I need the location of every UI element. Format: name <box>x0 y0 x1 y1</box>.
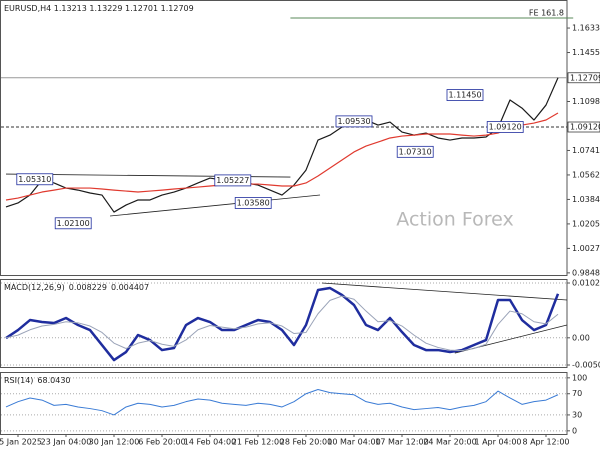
y-tick-label: -0.005081 <box>572 360 600 369</box>
y-tick-label: 1.14550 <box>572 48 600 57</box>
x-tick-label: 30 Jan 12:00 <box>89 438 140 447</box>
y-tick-label: 1.03840 <box>572 195 600 204</box>
x-tick-label: 24 Mar 20:00 <box>423 438 476 447</box>
price-annotation-box <box>234 197 272 209</box>
x-tick-label: 15 Jan 2025 <box>0 438 42 447</box>
x-tick-label: 6 Feb 20:00 <box>138 438 185 447</box>
price-annotation-box <box>214 174 252 187</box>
price-annotation: 1.11450 <box>448 91 481 100</box>
price-annotation: 1.05310 <box>18 175 51 184</box>
y-tick-label: 0.98485 <box>572 268 600 277</box>
trend-line <box>110 194 321 217</box>
panel-header: EURUSD,H4 1.13213 1.13229 1.12701 1.1270… <box>4 4 194 13</box>
panel-frame <box>0 372 568 435</box>
price-annotation-box <box>54 217 92 230</box>
fe-label: FE 161.8 <box>529 8 564 17</box>
price-level-box <box>567 121 600 133</box>
y-tick-label: 30 <box>572 410 582 419</box>
price-level-label: 1.09120 <box>570 123 600 132</box>
price-annotation: 1.02100 <box>57 219 90 228</box>
y-tick-label: 1.02055 <box>572 219 600 228</box>
price-annotation-box <box>486 121 524 133</box>
x-tick-label: 1 Apr 04:00 <box>474 438 521 447</box>
y-tick-label: 1.07410 <box>572 146 600 155</box>
x-tick-label: 8 Apr 12:00 <box>522 438 569 447</box>
y-tick-label: 1.05625 <box>572 170 600 179</box>
panel-header: MACD(12,26,9) 0.008229 0.004407 <box>4 283 149 292</box>
x-tick-label: 23 Jan 04:00 <box>41 438 92 447</box>
panel-header: RSI(14) 68.0430 <box>4 376 71 385</box>
x-tick-label: 17 Mar 12:00 <box>375 438 428 447</box>
price-annotation: 1.05227 <box>216 176 249 185</box>
price-level-label: 1.12709 <box>570 73 600 82</box>
series-line <box>5 112 559 201</box>
x-tick-label: 10 Mar 04:00 <box>327 438 380 447</box>
price-annotation: 1.09120 <box>489 123 522 132</box>
series-line <box>5 388 559 416</box>
price-annotation: 1.07310 <box>399 147 432 156</box>
panel-title: EURUSD,H4 1.13213 1.13229 1.12701 1.1270… <box>4 4 194 13</box>
price-annotation: 1.09530 <box>337 117 370 126</box>
panel-frame <box>0 279 568 368</box>
price-annotation: 1.03580 <box>237 198 270 207</box>
panel-frame <box>0 0 568 276</box>
panel-value: 0.004407 <box>111 283 149 292</box>
y-tick-label: 1.10980 <box>572 97 600 106</box>
trend-line <box>321 282 568 301</box>
y-tick-label: 1.16335 <box>572 24 600 33</box>
series-line <box>5 77 559 213</box>
panel-title: MACD(12,26,9) <box>4 283 65 292</box>
x-tick-label: 21 Feb 12:00 <box>232 438 284 447</box>
y-tick-label: 0.010242 <box>572 279 600 288</box>
price-level-box <box>567 72 600 84</box>
watermark: Action Forex <box>396 209 513 231</box>
series-line <box>5 295 559 352</box>
y-tick-label: 0.00 <box>572 333 590 342</box>
panel-title: RSI(14) <box>4 376 33 385</box>
y-tick-label: 0 <box>572 426 577 435</box>
y-tick-label: 100 <box>572 373 587 382</box>
y-tick-label: 70 <box>572 389 582 398</box>
price-annotation-box <box>446 89 484 101</box>
x-tick-label: 14 Feb 04:00 <box>184 438 236 447</box>
panel-value: 68.0430 <box>37 376 70 385</box>
price-annotation-box <box>396 145 434 158</box>
price-annotation-box <box>16 173 54 186</box>
series-line <box>5 286 560 362</box>
x-tick-label: 28 Feb 20:00 <box>280 438 332 447</box>
price-annotation-box <box>335 115 373 128</box>
panel-value: 0.008229 <box>69 283 107 292</box>
